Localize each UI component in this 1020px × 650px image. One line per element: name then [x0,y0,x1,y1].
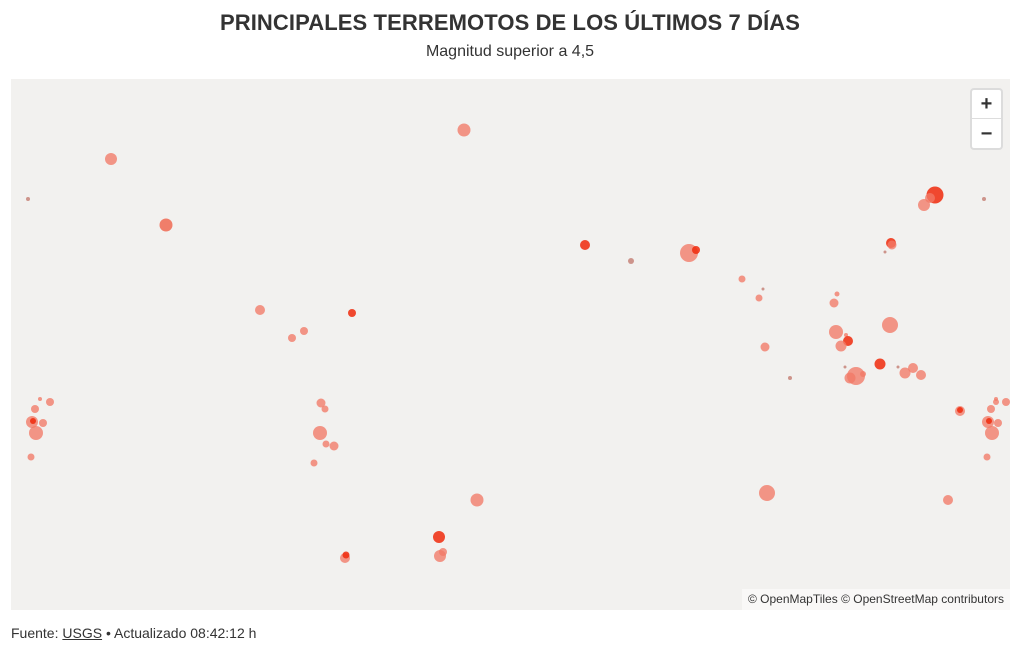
page-subtitle: Magnitud superior a 4,5 [425,43,595,60]
earthquake-map[interactable]: + − © OpenMapTiles © OpenStreetMap contr… [11,79,1010,610]
earthquake-marker[interactable] [844,333,848,337]
earthquake-marker[interactable] [1002,398,1010,406]
earthquake-marker[interactable] [46,398,54,406]
earthquake-marker[interactable] [628,258,634,264]
earthquake-marker[interactable] [925,193,935,203]
earthquake-marker[interactable] [887,240,897,250]
earthquake-marker[interactable] [874,358,886,370]
earthquake-marker[interactable] [761,287,765,291]
footer-separator: • [105,625,111,641]
page-title: PRINCIPALES TERREMOTOS DE LOS ÚLTIMOS 7 … [219,10,801,35]
plus-icon: + [980,93,993,115]
earthquake-marker[interactable] [29,426,43,440]
earthquake-marker[interactable] [883,250,887,254]
earthquake-marker[interactable] [843,336,853,346]
earthquake-marker[interactable] [105,153,117,165]
map-attribution[interactable]: © OpenMapTiles © OpenStreetMap contribut… [741,589,1010,610]
earthquake-marker[interactable] [31,405,39,413]
earthquake-marker[interactable] [843,365,847,369]
earthquake-marker[interactable] [829,325,843,339]
earthquake-marker[interactable] [692,246,700,254]
earthquake-marker[interactable] [987,405,995,413]
earthquake-marker[interactable] [348,309,356,317]
earthquake-marker[interactable] [457,123,471,137]
earthquake-marker[interactable] [439,548,447,556]
footer: Fuente: USGS • Actualizado 08:42:12 h [11,625,256,641]
minus-icon: − [980,122,993,145]
earthquake-marker[interactable] [38,397,42,401]
earthquake-marker[interactable] [860,371,866,377]
earthquake-marker[interactable] [433,531,445,543]
earthquake-marker[interactable] [829,298,839,308]
earthquake-marker[interactable] [994,419,1002,427]
earthquake-marker[interactable] [896,365,900,369]
earthquake-marker[interactable] [322,440,330,448]
earthquake-marker[interactable] [288,334,296,342]
earthquake-marker[interactable] [759,485,775,501]
earthquake-marker[interactable] [342,551,350,559]
earthquake-marker[interactable] [986,418,992,424]
earthquake-marker[interactable] [255,305,265,315]
earthquake-marker[interactable] [899,367,911,379]
earthquake-marker[interactable] [835,340,847,352]
earthquake-marker[interactable] [26,197,30,201]
earthquake-marker[interactable] [882,317,898,333]
earthquake-marker[interactable] [321,405,329,413]
earthquake-marker[interactable] [957,407,963,413]
earthquake-marker[interactable] [983,453,991,461]
earthquake-marker[interactable] [300,327,308,335]
earthquake-marker[interactable] [788,376,792,380]
source-link-usgs[interactable]: USGS [62,625,103,641]
earthquake-marker[interactable] [985,426,999,440]
earthquake-marker[interactable] [993,399,999,405]
earthquake-marker[interactable] [310,459,318,467]
earthquake-marker[interactable] [908,363,918,373]
earthquake-marker[interactable] [329,441,339,451]
earthquake-marker[interactable] [30,418,36,424]
zoom-out-button[interactable]: − [972,119,1001,148]
earthquake-marker[interactable] [316,398,326,408]
earthquake-marker[interactable] [738,275,746,283]
earthquake-marker[interactable] [834,291,840,297]
earthquake-marker[interactable] [760,342,770,352]
source-label: Fuente: [11,625,59,641]
earthquake-marker[interactable] [313,426,327,440]
earthquake-marker[interactable] [918,199,930,211]
earthquake-marker[interactable] [755,294,763,302]
zoom-control: + − [970,88,1003,150]
earthquake-marker[interactable] [580,240,590,250]
zoom-in-button[interactable]: + [972,90,1001,119]
earthquake-marker[interactable] [982,197,986,201]
earthquake-marker[interactable] [159,218,173,232]
updated-timestamp: Actualizado 08:42:12 h [113,625,257,641]
earthquake-marker[interactable] [39,419,47,427]
earthquake-marker[interactable] [943,495,953,505]
earthquake-marker[interactable] [470,493,484,507]
earthquake-marker[interactable] [844,372,856,384]
earthquake-marker[interactable] [916,370,926,380]
earthquake-marker[interactable] [27,453,35,461]
